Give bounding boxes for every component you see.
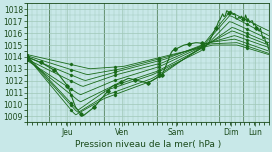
X-axis label: Pression niveau de la mer( hPa ): Pression niveau de la mer( hPa ) bbox=[75, 140, 221, 149]
